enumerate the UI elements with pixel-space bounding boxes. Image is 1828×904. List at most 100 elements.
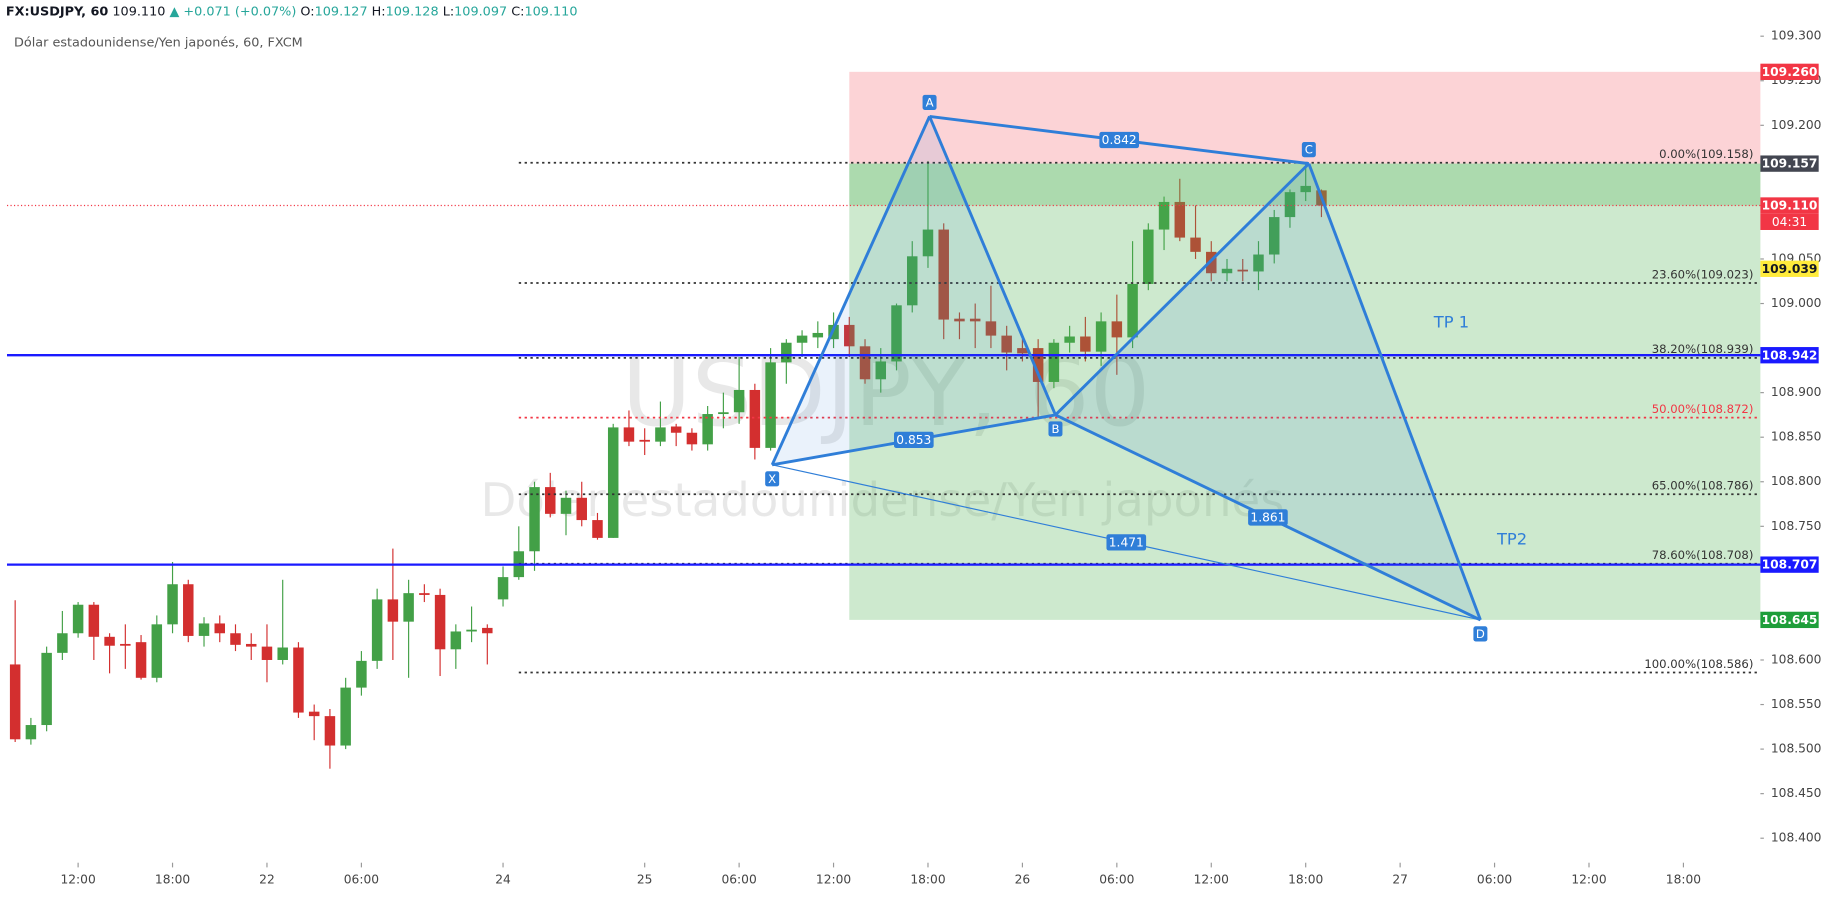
- fib-label: 65.00%(108.786): [1652, 479, 1754, 493]
- y-tick-label: 109.000: [1771, 296, 1822, 310]
- candle-body: [308, 711, 320, 717]
- x-tick-label: 06:00: [721, 873, 756, 887]
- price-badge: [1760, 556, 1819, 573]
- point-badge: [1301, 142, 1316, 158]
- candle-body: [1221, 268, 1233, 274]
- x-tick-label: 18:00: [155, 873, 190, 887]
- candle-body: [1158, 201, 1170, 230]
- price-badge-label: 108.707: [1762, 558, 1818, 572]
- candle-body: [906, 256, 918, 306]
- candle-body: [796, 335, 808, 343]
- candle-body: [749, 389, 761, 448]
- candle-body: [371, 599, 383, 661]
- price-badge-label: 109.157: [1762, 157, 1818, 171]
- y-tick-label: 108.900: [1771, 385, 1822, 399]
- point-label: X: [768, 472, 776, 486]
- o-label: O:: [300, 4, 314, 19]
- candle-body: [151, 624, 163, 678]
- candle-body: [1237, 269, 1248, 272]
- price-axis: [1760, 0, 1828, 904]
- ratio-label: 1.861: [1250, 510, 1285, 524]
- candle-body: [167, 584, 178, 625]
- pattern-line: [1307, 163, 1482, 621]
- price-badge: [1760, 63, 1819, 80]
- fib-label: 78.60%(108.708): [1652, 548, 1754, 562]
- ratio-label: 0.842: [1102, 133, 1137, 147]
- x-tick-label: 26: [1015, 873, 1031, 887]
- target-zone: [849, 163, 1761, 620]
- price-badge: [1760, 347, 1819, 364]
- pattern-fill: [772, 116, 1056, 465]
- countdown-label: 04:31: [1772, 215, 1807, 229]
- price-badge: [1760, 260, 1819, 277]
- candle-body: [623, 427, 635, 442]
- x-tick-label: 12:00: [60, 873, 95, 887]
- point-label: D: [1476, 627, 1485, 641]
- candle-body: [434, 594, 446, 650]
- point-badge: [922, 94, 937, 110]
- annotation: TP 1: [1433, 312, 1469, 331]
- point-label: A: [926, 95, 934, 109]
- price-badge-label: 109.039: [1762, 262, 1818, 276]
- candle-body: [1095, 321, 1107, 352]
- x-tick-label: 06:00: [344, 873, 379, 887]
- candle-body: [198, 623, 210, 636]
- candle-body: [183, 584, 194, 636]
- candle-body: [686, 432, 698, 445]
- candle-body: [1127, 283, 1138, 338]
- candle-body: [1174, 201, 1186, 238]
- candle-body: [25, 725, 37, 740]
- x-tick-label: 18:00: [910, 873, 945, 887]
- candle-body: [88, 604, 100, 637]
- x-tick-label: 18:00: [1288, 873, 1323, 887]
- candle-body: [340, 687, 351, 746]
- candle-body: [356, 660, 367, 688]
- candle-body: [938, 229, 949, 320]
- candle-body: [969, 318, 981, 322]
- point-label: B: [1051, 422, 1059, 436]
- ratio-badge: [1106, 534, 1147, 551]
- plot: 109.300109.250109.200109.050109.000108.9…: [6, 0, 1828, 904]
- candle-body: [576, 497, 587, 521]
- candle-body: [765, 362, 776, 448]
- price-badge-label: 109.110: [1762, 199, 1818, 213]
- y-tick-label: 108.500: [1771, 742, 1822, 756]
- candle-body: [1048, 342, 1060, 382]
- ratio-badge: [1248, 509, 1288, 526]
- candle-body: [387, 599, 399, 622]
- candle-body: [859, 346, 871, 380]
- candle-body: [985, 321, 997, 336]
- candle-body: [450, 631, 462, 650]
- candle-body: [639, 439, 650, 442]
- y-tick-label: 109.200: [1771, 118, 1822, 132]
- price-badge-label: 108.942: [1762, 348, 1818, 362]
- open-pnl-zone: [849, 163, 1761, 206]
- candle-body: [135, 642, 147, 678]
- pattern-line: [928, 115, 1057, 416]
- price-badge-label: 109.260: [1762, 65, 1818, 79]
- h-value: 109.128: [386, 4, 439, 19]
- change: +0.071 (+0.07%): [183, 4, 296, 19]
- x-tick-label: 24: [495, 873, 511, 887]
- y-tick-label: 108.750: [1771, 519, 1822, 533]
- countdown-badge: [1760, 213, 1819, 230]
- last: 109.110: [112, 4, 165, 19]
- annotation: TP2: [1496, 529, 1527, 548]
- x-tick-label: 06:00: [1477, 873, 1512, 887]
- candle-body: [670, 426, 682, 433]
- candle-body: [1253, 254, 1264, 272]
- x-tick-label: 12:00: [816, 873, 851, 887]
- price-badge: [1760, 197, 1819, 214]
- fib-label: 100.00%(108.586): [1644, 657, 1753, 671]
- candle-body: [781, 342, 792, 363]
- candle-body: [875, 361, 887, 380]
- point-badge: [765, 471, 780, 487]
- candle-body: [702, 414, 713, 445]
- candle-body: [466, 629, 477, 632]
- pattern-line: [1054, 162, 1310, 416]
- y-tick-label: 108.550: [1771, 697, 1822, 711]
- candle-body: [1111, 321, 1123, 338]
- x-tick-label: 06:00: [1099, 873, 1134, 887]
- c-value: 109.110: [524, 4, 577, 19]
